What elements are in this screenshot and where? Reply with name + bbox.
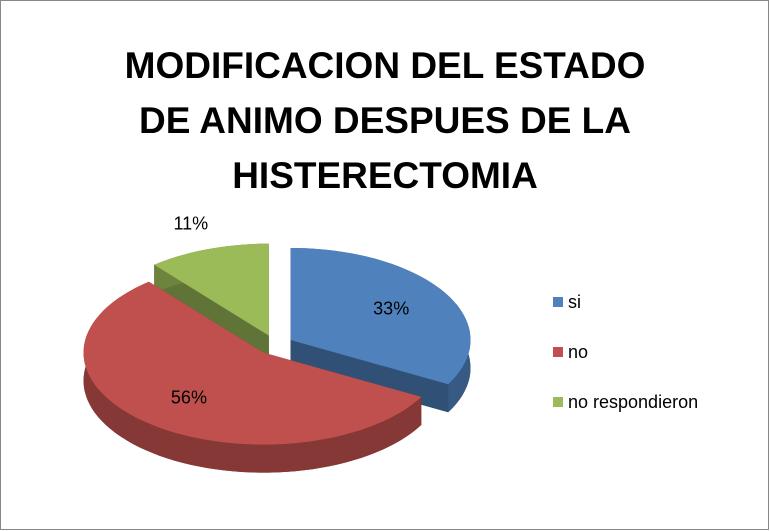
legend-label: no respondieron (568, 392, 698, 412)
legend-swatch (553, 297, 563, 307)
legend-swatch (553, 397, 563, 407)
chart-title: MODIFICACION DEL ESTADO DE ANIMO DESPUES… (124, 45, 646, 196)
slice-top (154, 243, 269, 336)
pie-slice (83, 281, 422, 473)
data-label: 11% (174, 214, 209, 234)
legend-label: no (568, 342, 588, 362)
data-label: 56% (171, 387, 207, 407)
legend-label: si (568, 292, 581, 312)
slice-top (290, 248, 471, 385)
legend-swatch (553, 347, 563, 357)
data-label: 33% (373, 298, 409, 318)
slice-top (83, 281, 422, 445)
pie-slice (290, 247, 471, 413)
